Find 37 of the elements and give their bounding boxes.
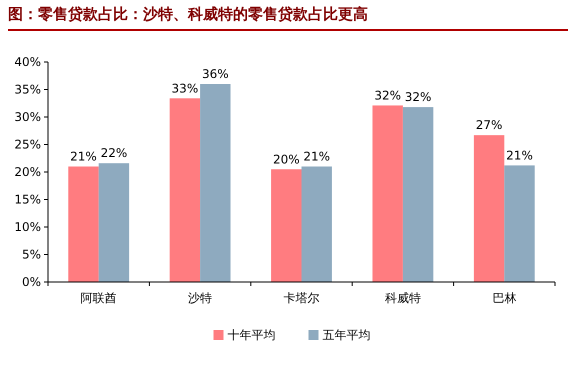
y-tick-label: 20% (14, 165, 41, 180)
chart-title: 图：零售贷款占比：沙特、科威特的零售贷款占比更高 (8, 5, 368, 23)
bar (302, 166, 332, 282)
y-tick-label: 30% (14, 110, 41, 124)
data-label: 33% (172, 81, 198, 96)
y-tick-label: 0% (22, 275, 41, 290)
data-label: 21% (506, 148, 533, 162)
y-tick-label: 5% (22, 248, 41, 262)
x-tick-label: 巴林 (492, 291, 516, 305)
x-tick-label: 卡塔尔 (284, 291, 320, 305)
x-tick-label: 沙特 (188, 291, 212, 305)
data-label: 20% (272, 152, 300, 166)
y-tick-label: 40% (14, 55, 41, 70)
data-label: 21% (303, 150, 330, 164)
bar (372, 105, 403, 282)
bar (200, 84, 231, 282)
data-label: 32% (404, 90, 432, 104)
data-label: 32% (374, 88, 402, 102)
legend-label: 十年平均 (228, 328, 276, 342)
x-tick-label: 科威特 (384, 291, 421, 305)
bar (271, 169, 302, 282)
y-tick-label: 35% (14, 82, 41, 97)
y-tick-label: 10% (14, 220, 41, 234)
data-label: 21% (70, 150, 97, 164)
data-label: 27% (476, 118, 502, 132)
bar (68, 166, 99, 282)
y-tick-label: 25% (14, 138, 41, 152)
bar (170, 98, 200, 282)
x-tick-label: 阿联酋 (80, 291, 117, 305)
data-label: 22% (100, 146, 128, 160)
bar (474, 135, 504, 282)
bar (98, 163, 130, 282)
bar (504, 165, 535, 282)
bar (402, 107, 434, 282)
y-tick-label: 15% (14, 192, 41, 207)
data-label: 36% (202, 67, 229, 81)
legend-label: 五年平均 (322, 328, 370, 342)
